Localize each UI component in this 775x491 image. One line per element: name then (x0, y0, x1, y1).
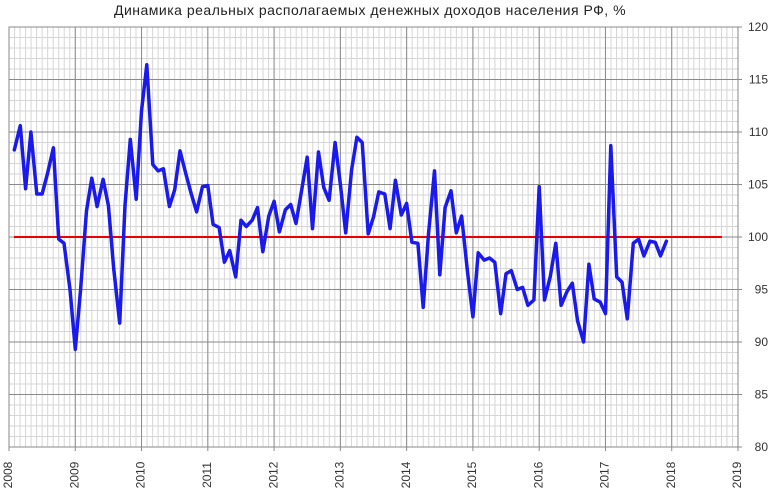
y-tick-label: 120 (748, 20, 768, 34)
y-tick-label: 80 (755, 440, 769, 454)
y-tick-label: 105 (748, 178, 768, 192)
x-tick-label: 2010 (134, 461, 148, 488)
chart-title: Динамика реальных располагаемых денежных… (113, 2, 627, 18)
y-tick-label: 115 (749, 73, 768, 87)
series-line (12, 63, 669, 352)
plot-frame (8, 26, 739, 448)
x-tick-label: 2012 (266, 461, 280, 488)
x-tick-label: 2019 (730, 461, 744, 488)
x-tick-label: 2009 (67, 461, 81, 488)
x-tick-label: 2013 (333, 461, 347, 488)
x-tick-label: 2008 (1, 461, 15, 488)
x-tick-label: 2014 (399, 461, 413, 488)
x-tick-label: 2011 (200, 462, 214, 488)
x-tick-label: 2017 (598, 461, 612, 488)
y-tick-label: 85 (755, 388, 769, 402)
x-tick-label: 2015 (465, 461, 479, 488)
y-tick-label: 100 (748, 230, 768, 244)
y-tick-label: 90 (755, 335, 769, 349)
y-tick-label: 110 (749, 125, 768, 139)
x-tick-label: 2016 (531, 461, 545, 488)
x-tick-label: 2018 (664, 461, 678, 488)
y-tick-label: 95 (755, 283, 769, 297)
